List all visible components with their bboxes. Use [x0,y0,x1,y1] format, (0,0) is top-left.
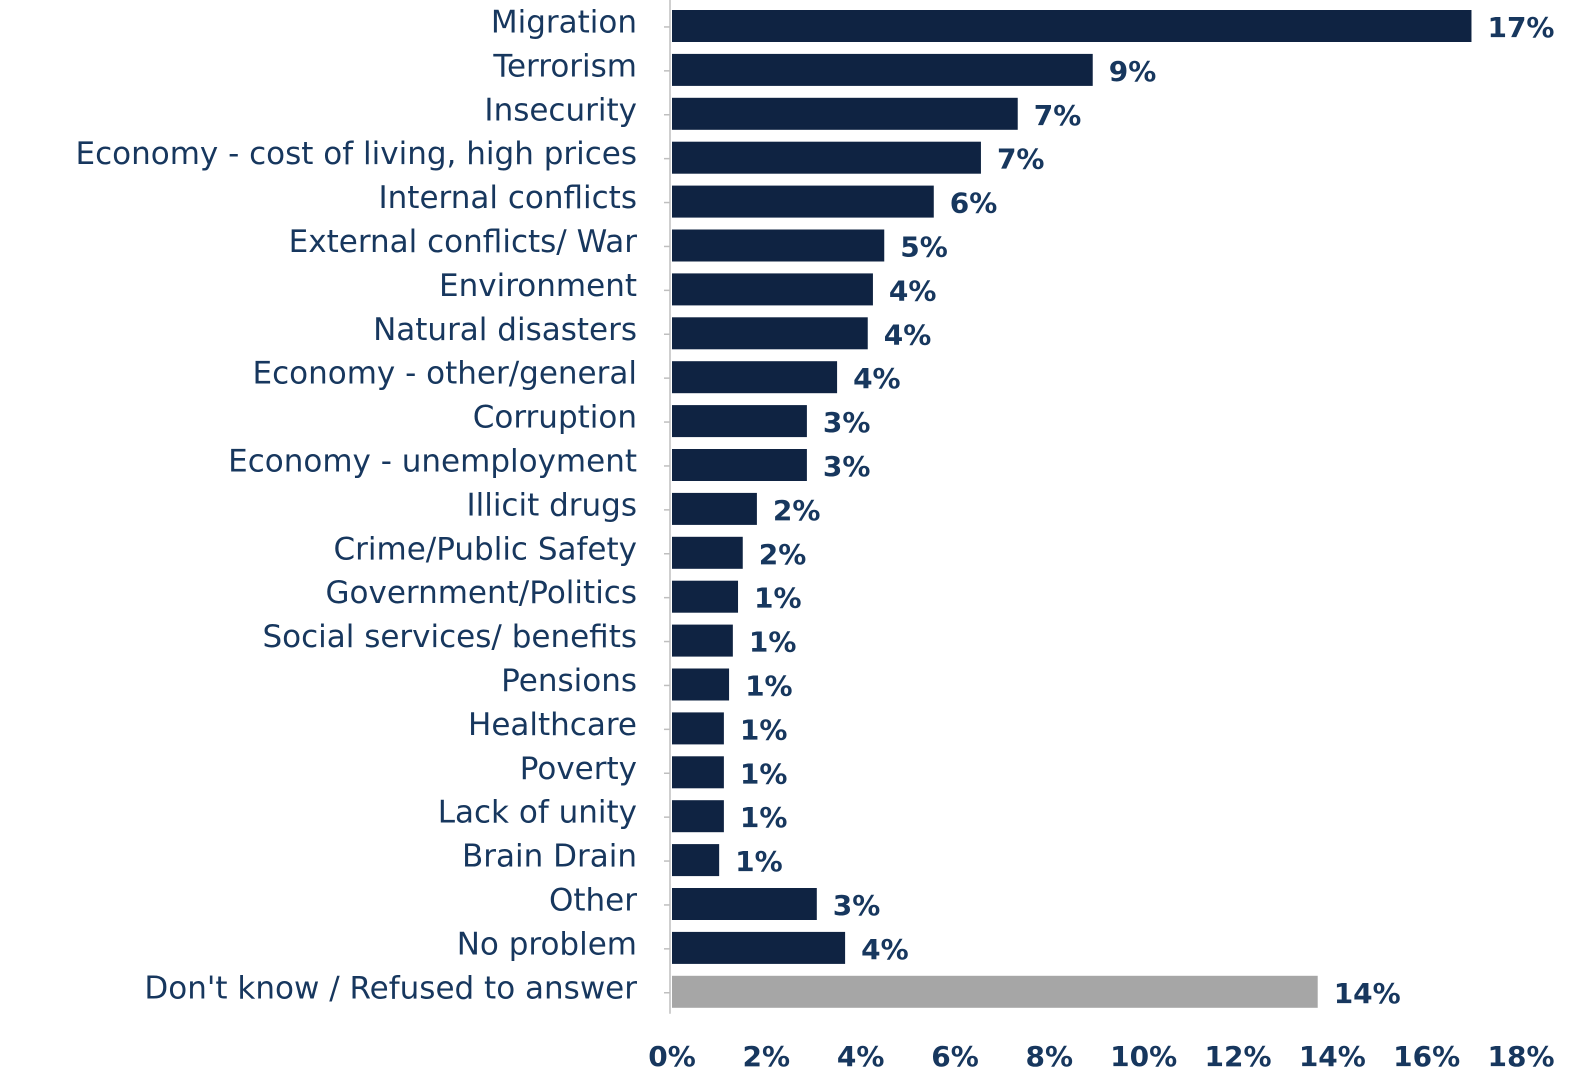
bar [672,229,885,262]
x-tick-label: 4% [837,1040,885,1073]
category-label: Illicit drugs [466,487,637,523]
value-label: 4% [861,933,909,966]
bar [672,53,1093,86]
category-label: Brain Drain [462,839,637,875]
x-tick-label: 14% [1299,1040,1366,1073]
category-label: Terrorism [492,48,637,84]
value-label: 2% [773,494,821,527]
bar [672,405,807,438]
value-label: 1% [749,626,797,659]
category-label: Lack of unity [438,795,637,831]
bar [672,668,730,701]
bar [672,931,846,964]
bar [672,756,724,789]
category-label: Crime/Public Safety [334,531,637,567]
value-label: 1% [740,757,788,790]
bar [672,317,868,350]
value-label: 2% [759,538,807,571]
category-label: Economy - other/general [252,356,637,392]
category-label: No problem [457,926,637,962]
category-label: Economy - cost of living, high prices [75,136,637,172]
category-label: Social services/ benefits [262,619,637,655]
bar [672,361,838,394]
x-tick-label: 12% [1204,1040,1271,1073]
bar [672,273,873,306]
bar [672,449,807,481]
value-label: 1% [740,713,788,746]
value-label: 3% [823,450,871,483]
bar [672,800,724,833]
value-label: 3% [833,889,881,922]
category-label: Healthcare [468,707,637,743]
value-label: 1% [745,670,793,703]
bar [672,844,720,877]
category-label: Poverty [520,751,637,787]
value-label: 4% [889,274,937,307]
category-label: Migration [491,5,637,41]
x-tick-label: 18% [1487,1040,1554,1073]
category-label: Don't know / Refused to answer [144,970,637,1006]
value-label: 4% [853,362,901,395]
x-tick-label: 2% [743,1040,791,1073]
category-label: Government/Politics [325,575,637,611]
category-label: Pensions [501,663,637,699]
value-label: 6% [950,187,998,220]
bar [672,975,1318,1008]
category-label: Corruption [473,400,637,436]
value-label: 1% [740,801,788,834]
bar [672,888,817,920]
x-tick-label: 10% [1110,1040,1177,1073]
value-label: 7% [1034,99,1082,132]
bar [672,492,757,525]
bar [672,536,743,569]
value-label: 9% [1109,55,1157,88]
x-tick-label: 0% [648,1040,696,1073]
category-label: Natural disasters [373,312,637,348]
category-label: Economy - unemployment [228,444,637,480]
value-label: 7% [997,143,1045,176]
value-label: 3% [823,406,871,439]
value-label: 4% [884,318,932,351]
bar [672,185,934,218]
x-tick-label: 8% [1026,1040,1074,1073]
bar [672,712,724,745]
category-label: Other [549,883,637,919]
x-tick-label: 16% [1393,1040,1460,1073]
value-label: 5% [900,231,948,264]
category-label: External conflicts/ War [289,224,638,260]
value-label: 14% [1334,977,1401,1010]
value-label: 1% [754,582,802,615]
bar [672,10,1472,42]
value-label: 1% [735,845,783,878]
x-tick-label: 6% [931,1040,979,1073]
category-label: Environment [439,268,637,304]
value-label: 17% [1487,11,1554,44]
bar [672,580,739,613]
bar [672,624,733,657]
bar [672,97,1018,130]
category-label: Internal conflicts [379,180,637,216]
category-label: Insecurity [484,92,637,128]
bar [672,141,981,174]
